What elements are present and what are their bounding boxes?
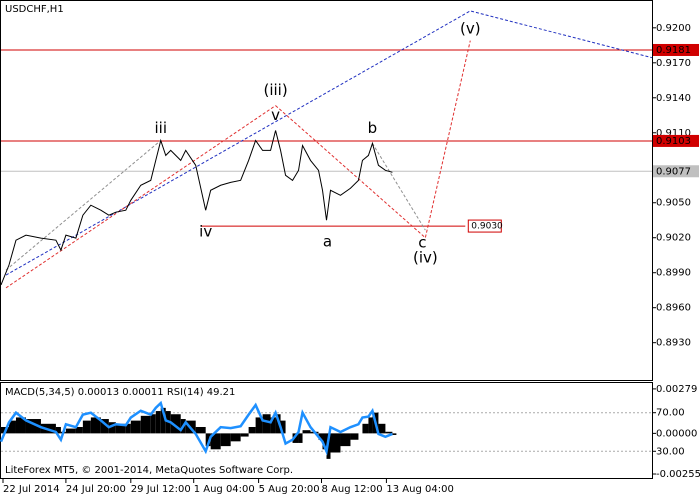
wave-label: (iii) [263, 81, 287, 99]
y-tick-label: 0.00279 [656, 384, 697, 395]
histogram-bar [130, 420, 141, 434]
level-label: 0.9077 [656, 166, 691, 177]
wave-line [275, 40, 471, 239]
y-tick-label: 0.9020 [656, 233, 691, 244]
indicator-label: MACD(5,34,5) 0.00013 0.00011 RSI(14) 49.… [5, 387, 235, 398]
histogram-bar [240, 433, 249, 437]
histogram-bar [280, 420, 286, 434]
level-label-box [653, 165, 699, 178]
histogram-bar [318, 433, 323, 440]
y-tick-label: -0.00255 [656, 469, 700, 480]
histogram-bar [322, 433, 327, 450]
histogram-bar [330, 433, 341, 453]
histogram-bar [270, 417, 276, 434]
histogram-bar [248, 426, 256, 434]
histogram-bar [262, 414, 271, 434]
wave-label: iii [154, 119, 167, 137]
histogram-bar [155, 411, 161, 434]
x-tick-label: 29 Jul 12:00 [131, 484, 191, 495]
level-label: 0.9181 [656, 45, 691, 56]
wave-label: (iv) [413, 249, 438, 267]
histogram-bar [220, 433, 231, 447]
x-tick-label: 1 Aug 04:00 [194, 484, 255, 495]
indicator-panel [0, 382, 653, 479]
level-label: 0.9103 [656, 136, 691, 147]
histogram-bar [15, 417, 26, 434]
x-tick-label: 8 Aug 12:00 [322, 484, 383, 495]
histogram-bar [90, 417, 101, 434]
wave-label: a [323, 233, 332, 251]
histogram-bar [140, 415, 151, 434]
histogram-bar [150, 414, 156, 434]
histogram-bar [65, 428, 76, 434]
histogram-bar [368, 417, 373, 434]
wave-line [5, 105, 276, 289]
histogram-bar [100, 419, 109, 434]
price-line [0, 130, 393, 286]
x-tick-label: 24 Jul 20:00 [66, 484, 126, 495]
wave-label: v [271, 106, 280, 124]
wave-label: c [418, 234, 426, 252]
histogram-bar [115, 423, 126, 434]
histogram-bar [298, 433, 303, 443]
histogram-bar [170, 414, 181, 434]
y-tick-label: 0.9170 [656, 58, 691, 69]
wave-line [5, 140, 162, 271]
histogram-bar [275, 414, 281, 434]
x-tick-label: 13 Aug 04:00 [386, 484, 453, 495]
histogram-bar [392, 433, 397, 435]
wave-line [372, 143, 426, 231]
y-tick-label: 70.00 [656, 408, 685, 419]
y-tick-label: 0.9200 [656, 23, 691, 34]
y-tick-label: 0.8930 [656, 338, 691, 349]
wave-label: (v) [460, 19, 481, 37]
histogram-bar [292, 433, 299, 443]
y-tick-label: 0.8960 [656, 303, 691, 314]
histogram-bar [230, 433, 241, 442]
histogram-bar [75, 426, 83, 434]
histogram-bar [350, 433, 359, 440]
histogram-bar [340, 433, 351, 447]
wave-label: iv [199, 223, 212, 241]
histogram-bar [378, 423, 386, 434]
y-tick-label: 0.00000 [656, 428, 697, 439]
y-tick-label: 0.9140 [656, 93, 691, 104]
x-tick-label: 5 Aug 20:00 [259, 484, 320, 495]
y-tick-label: 0.9050 [656, 198, 691, 209]
level-label-box [467, 219, 502, 233]
histogram-bar [108, 422, 116, 434]
histogram-bar [302, 430, 311, 434]
y-tick-label: 30.00 [656, 446, 685, 457]
level-label: 0.9030 [471, 222, 503, 232]
histogram-bar [205, 433, 211, 447]
level-label-box [653, 43, 699, 56]
level-label-box [653, 134, 699, 147]
histogram-bar [125, 423, 131, 434]
histogram-bar [362, 423, 369, 434]
x-tick-label: 22 Jul 2014 [3, 484, 60, 495]
y-tick-label: 0.9110 [656, 128, 691, 139]
main-panel [0, 0, 653, 381]
histogram-bar [8, 420, 16, 434]
y-tick-label: 0.8990 [656, 268, 691, 279]
chart-title: USDCHF,H1 [5, 4, 64, 15]
histogram-bar [255, 417, 263, 434]
histogram-bar [195, 426, 206, 434]
histogram-bar [210, 433, 221, 450]
price-line [0, 400, 393, 456]
histogram-bar [82, 420, 91, 434]
histogram-bar [160, 407, 166, 434]
watermark: LiteForex MT5, © 2001-2014, MetaQuotes S… [5, 465, 293, 476]
histogram-bar [55, 426, 61, 434]
histogram-bar [385, 431, 393, 434]
wave-label: b [368, 119, 378, 137]
